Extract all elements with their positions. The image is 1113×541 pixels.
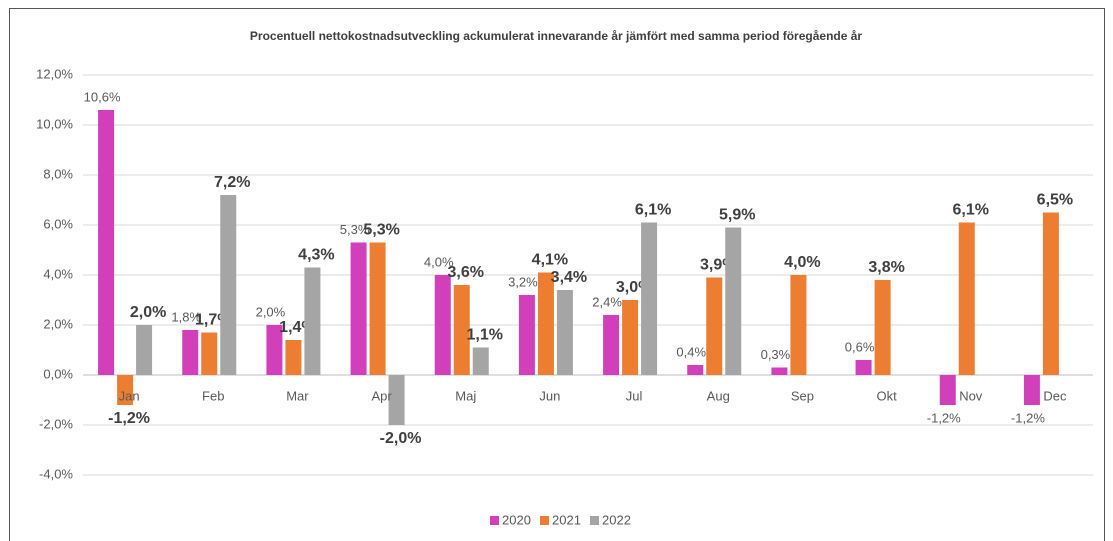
data-label: 6,1%: [953, 202, 989, 219]
data-label: 3,6%: [448, 264, 484, 281]
data-label: 0,4%: [676, 344, 706, 359]
bar: [182, 330, 199, 375]
x-tick-label: Feb: [202, 388, 224, 403]
data-label: 4,1%: [532, 252, 568, 269]
bar: [388, 375, 405, 425]
bar: [472, 347, 489, 375]
data-label: -1,2%: [108, 410, 150, 427]
bar: [285, 340, 302, 375]
data-label: -1,2%: [1011, 410, 1045, 425]
data-label: 0,6%: [845, 339, 875, 354]
data-label: 0,3%: [761, 347, 791, 362]
bar: [939, 375, 956, 405]
data-label: -2,0%: [380, 430, 422, 447]
bar: [958, 222, 975, 375]
legend-label: 2020: [502, 512, 531, 527]
data-label: 2,4%: [592, 294, 622, 309]
bar: [136, 325, 153, 375]
x-tick-label: Okt: [876, 388, 897, 403]
x-tick-label: Aug: [707, 388, 730, 403]
bar: [304, 267, 321, 375]
data-label: 3,2%: [508, 274, 538, 289]
bar: [220, 195, 237, 375]
chart-title: Procentuell nettokostnadsutveckling acku…: [250, 29, 863, 43]
bar: [98, 110, 115, 375]
bar: [453, 285, 470, 375]
bar: [725, 227, 742, 375]
x-tick-label: Nov: [959, 388, 983, 403]
x-tick-label: Maj: [455, 388, 476, 403]
bar: [434, 275, 451, 375]
data-label: 3,8%: [868, 259, 904, 276]
bar: [266, 325, 283, 375]
y-tick-label: 6,0%: [43, 216, 73, 231]
y-tick-label: 2,0%: [43, 316, 73, 331]
data-label: -1,2%: [927, 410, 961, 425]
bar: [556, 290, 573, 375]
y-tick-label: 12,0%: [36, 66, 73, 81]
data-label: 6,5%: [1037, 192, 1073, 209]
bar: [350, 242, 367, 375]
y-tick-label: -4,0%: [39, 466, 73, 481]
bar: [706, 277, 723, 375]
x-tick-label: Sep: [791, 388, 814, 403]
data-label: 1,1%: [467, 327, 503, 344]
bar: [369, 242, 386, 375]
x-tick-label: Mar: [286, 388, 309, 403]
x-tick-label: Dec: [1043, 388, 1067, 403]
bar: [537, 272, 554, 375]
y-tick-label: -2,0%: [39, 416, 73, 431]
x-tick-label: Jun: [539, 388, 560, 403]
y-tick-label: 8,0%: [43, 166, 73, 181]
data-label: 5,9%: [719, 207, 755, 224]
y-tick-label: 4,0%: [43, 266, 73, 281]
data-label: 7,2%: [214, 174, 250, 191]
data-label: 6,1%: [635, 202, 671, 219]
bar: [771, 367, 788, 375]
legend-swatch: [540, 516, 549, 525]
bar: [641, 222, 658, 375]
data-label: 2,0%: [130, 304, 166, 321]
data-label: 5,3%: [363, 222, 399, 239]
x-tick-label: Jan: [119, 388, 140, 403]
bar: [518, 295, 535, 375]
bar: [874, 280, 891, 375]
bar: [1042, 212, 1059, 375]
bar: [117, 375, 134, 405]
bar: [1023, 375, 1040, 405]
data-label: 3,4%: [551, 269, 587, 286]
x-tick-label: Jul: [626, 388, 643, 403]
data-label: 4,0%: [424, 254, 454, 269]
y-tick-label: 10,0%: [36, 116, 73, 131]
bar: [855, 360, 872, 375]
legend-label: 2022: [602, 512, 631, 527]
data-label: 2,0%: [256, 304, 286, 319]
x-tick-label: Apr: [371, 388, 392, 403]
y-tick-label: 0,0%: [43, 366, 73, 381]
legend-swatch: [590, 516, 599, 525]
bar: [622, 300, 639, 375]
bar: [687, 365, 704, 375]
data-label: 1,8%: [171, 309, 201, 324]
data-label: 4,3%: [298, 247, 334, 264]
data-label: 4,0%: [784, 254, 820, 271]
legend-swatch: [490, 516, 499, 525]
bar: [201, 332, 218, 375]
bar: [790, 275, 807, 375]
legend-label: 2021: [552, 512, 581, 527]
bar: [603, 315, 620, 375]
data-label: 10,6%: [84, 89, 121, 104]
data-label: 5,3%: [340, 222, 370, 237]
